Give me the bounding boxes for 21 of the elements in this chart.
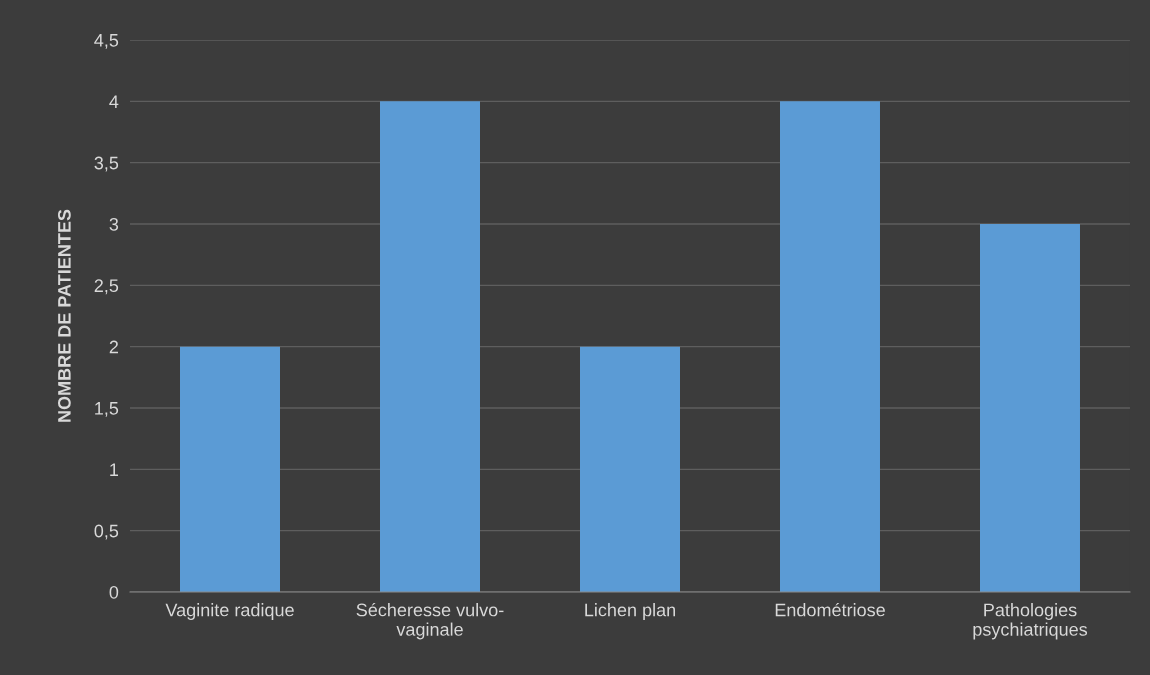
y-tick-label: 4 <box>109 95 119 108</box>
y-tick-label: 0 <box>109 585 119 599</box>
y-tick-label: 1 <box>110 463 119 476</box>
x-tick-label: Sécheresse vulvo-vaginale <box>356 602 504 640</box>
y-tick-label: 0,5 <box>94 524 119 540</box>
bar <box>380 101 480 592</box>
bar <box>780 101 880 592</box>
bar <box>180 346 280 592</box>
y-tick-label: 2,5 <box>94 279 119 295</box>
x-tick-label: Vaginite radique <box>165 603 294 620</box>
x-tick-label: Pathologies psychiatriques <box>973 603 1088 640</box>
y-tick-label: 3 <box>109 217 119 231</box>
x-tick-label: Lichen plan <box>585 603 676 620</box>
x-tick-label: Endométriose <box>775 602 885 617</box>
bar <box>980 224 1080 592</box>
y-tick-label: 3,5 <box>94 156 119 172</box>
y-tick-label: 1,5 <box>95 402 119 417</box>
y-tick-label: 4,5 <box>94 34 119 49</box>
y-tick-label: 2 <box>109 340 118 354</box>
bar <box>580 346 680 592</box>
y-axis-title: NOMBRE DE PATIENTES <box>57 209 71 422</box>
